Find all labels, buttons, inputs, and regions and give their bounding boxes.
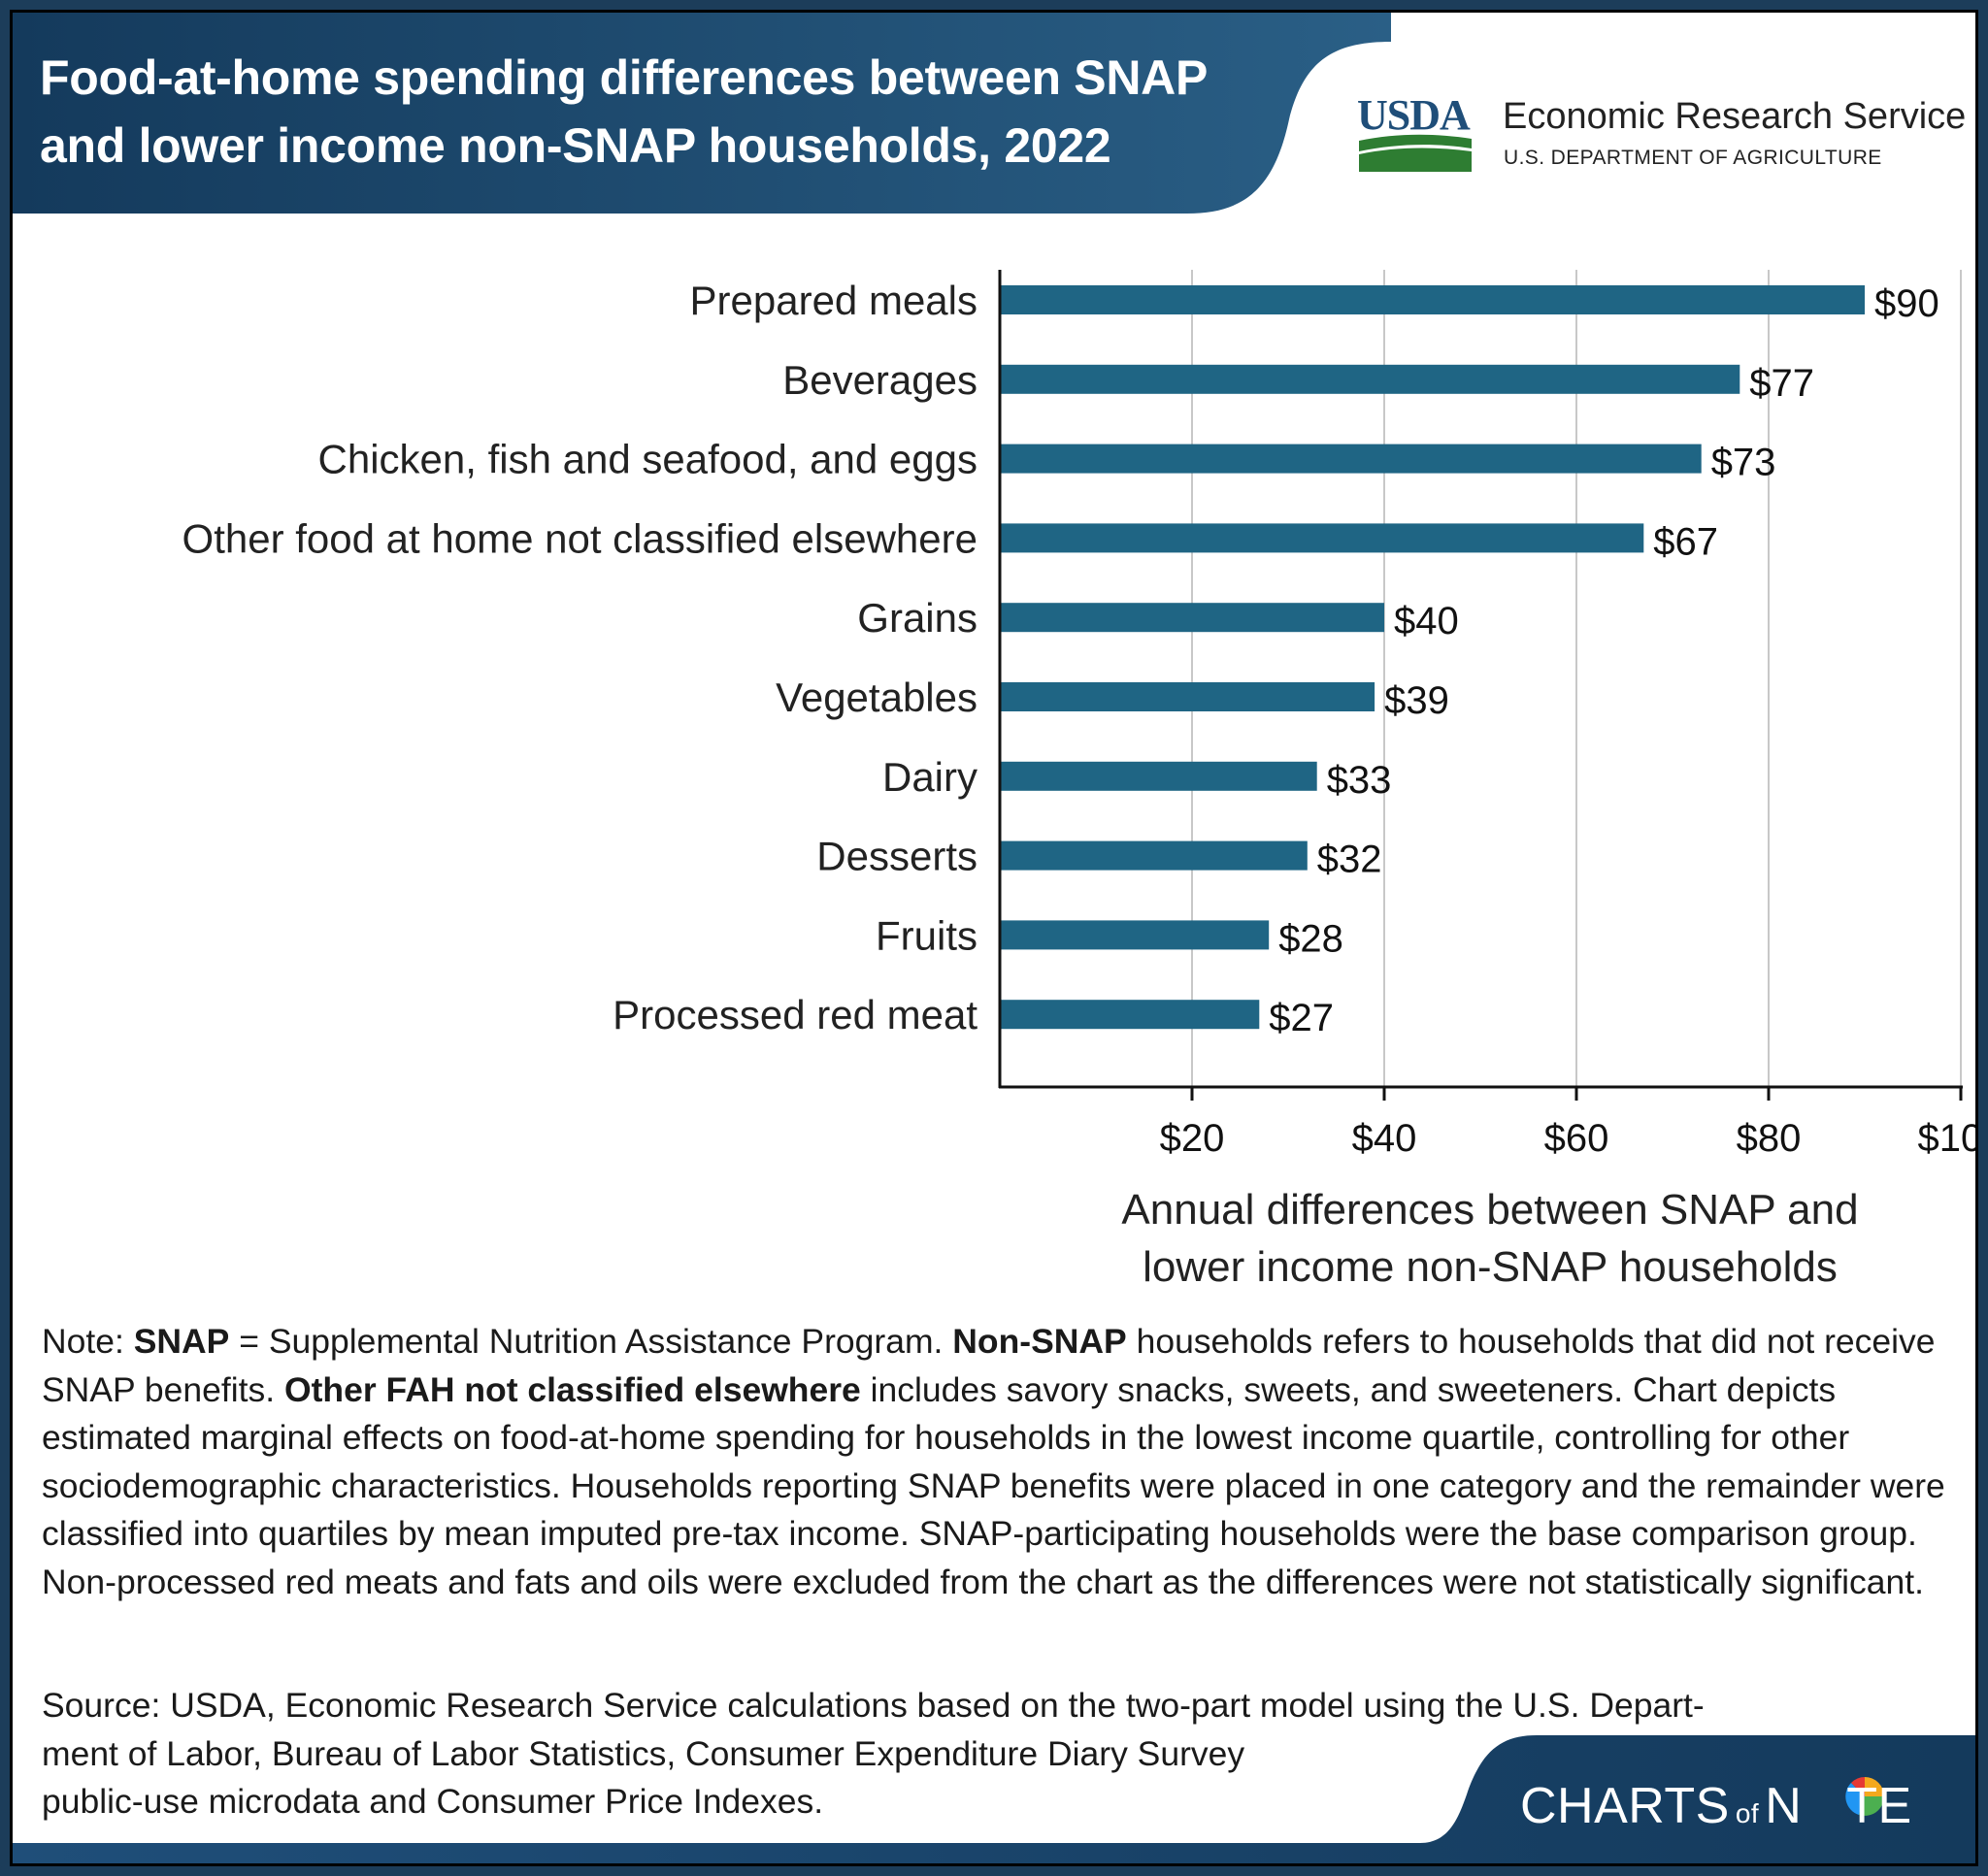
- bar-5: [1000, 682, 1375, 711]
- grid-lines: [1191, 270, 1962, 1087]
- value-label-2: $73: [1711, 442, 1776, 484]
- note-snap-def: = Supplemental Nutrition Assistance Prog…: [229, 1322, 953, 1361]
- x-tick-labels: $20 $40 $60 $80 $100: [1160, 1117, 1975, 1160]
- bar-3: [1000, 523, 1644, 553]
- value-label-1: $77: [1749, 362, 1814, 405]
- of-word: of: [1735, 1798, 1760, 1828]
- title-banner: [13, 13, 1391, 214]
- value-label-7: $32: [1317, 839, 1382, 881]
- value-label-4: $40: [1394, 600, 1459, 642]
- category-label-9: Processed red meat: [613, 992, 977, 1037]
- source-line-1: Source: USDA, Economic Research Service …: [42, 1686, 1705, 1725]
- note-word-tail: TE: [1846, 1778, 1912, 1834]
- value-labels: $90 $77 $73 $67 $40 $39 $33 $32 $28 $27: [1269, 282, 1938, 1039]
- category-label-5: Vegetables: [776, 675, 977, 720]
- category-label-2: Chicken, fish and seafood, and eggs: [318, 437, 977, 482]
- note-other-term: Other FAH not classified elsewhere: [283, 1369, 861, 1409]
- category-label-3: Other food at home not classified elsewh…: [182, 515, 977, 561]
- usda-wordmark: USDA: [1357, 91, 1471, 139]
- note-nonsnap-term: Non-SNAP: [952, 1322, 1127, 1361]
- bar-chart: Prepared meals Beverages Chicken, fish and…: [182, 270, 1975, 1291]
- value-label-0: $90: [1874, 282, 1939, 325]
- chart-note: Note: SNAP = Supplemental Nutrition Assi…: [42, 1318, 1959, 1606]
- bar-8: [1000, 920, 1270, 950]
- category-label-7: Desserts: [816, 834, 977, 879]
- agency-name: Economic Research Service: [1503, 96, 1967, 137]
- chart-card: Food-at-home spending differences betwee…: [10, 10, 1978, 1866]
- x-tick-label-4: $100: [1918, 1117, 1975, 1160]
- bar-4: [1000, 603, 1384, 633]
- category-label-1: Beverages: [782, 357, 977, 403]
- note-prefix: Note:: [42, 1322, 134, 1361]
- x-axis-title-line-2: lower income non-SNAP households: [1143, 1243, 1838, 1291]
- bar-2: [1000, 444, 1702, 474]
- bar-0: [1000, 285, 1865, 314]
- bar-7: [1000, 840, 1308, 871]
- x-axis-title-line-1: Annual differences between SNAP and: [1121, 1186, 1858, 1234]
- value-label-8: $28: [1278, 917, 1343, 960]
- category-label-6: Dairy: [882, 754, 977, 800]
- department-name: U.S. DEPARTMENT OF AGRICULTURE: [1504, 147, 1882, 169]
- axes: [998, 270, 1963, 1101]
- value-label-6: $33: [1327, 759, 1392, 802]
- x-tick-label-0: $20: [1160, 1117, 1225, 1160]
- category-label-0: Prepared meals: [690, 278, 977, 323]
- note-other-def: includes savory snacks, sweets, and swee…: [42, 1369, 1945, 1601]
- usda-logo-icon: USDA: [1357, 91, 1472, 172]
- category-label-8: Fruits: [876, 912, 977, 958]
- chart-title-line-1: Food-at-home spending differences betwee…: [40, 50, 1208, 105]
- bars: [1000, 285, 1865, 1030]
- charts-word: CHARTS: [1520, 1778, 1730, 1834]
- ers-logo: USDA Economic Research Service U.S. DEPA…: [1357, 90, 1975, 187]
- category-labels: Prepared meals Beverages Chicken, fish and…: [182, 278, 978, 1037]
- x-tick-label-3: $80: [1737, 1117, 1802, 1160]
- value-label-5: $39: [1384, 679, 1449, 722]
- chart-title-line-2: and lower income non-SNAP households, 20…: [40, 118, 1111, 173]
- bar-6: [1000, 761, 1317, 791]
- bar-9: [1000, 1000, 1260, 1030]
- note-nonsnap-def: households refers to households that did…: [42, 1322, 1936, 1409]
- note-word-n: N: [1765, 1778, 1803, 1834]
- category-label-4: Grains: [857, 595, 977, 641]
- x-tick-label-1: $40: [1352, 1117, 1417, 1160]
- value-label-9: $27: [1269, 997, 1334, 1039]
- charts-of-note-logo: CHARTS of N TE: [1520, 1777, 1912, 1835]
- note-snap-term: SNAP: [133, 1322, 230, 1361]
- x-tick-label-2: $60: [1544, 1117, 1609, 1160]
- value-label-3: $67: [1653, 520, 1718, 563]
- source-line-2: ment of Labor, Bureau of Labor Statistic…: [42, 1733, 1245, 1773]
- bar-1: [1000, 364, 1740, 394]
